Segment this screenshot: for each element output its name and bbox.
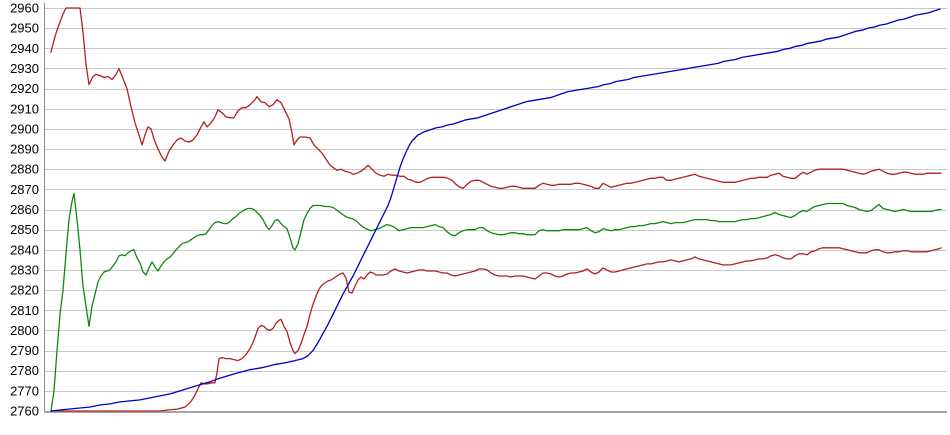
y-tick-label: 2890: [10, 142, 39, 157]
y-tick-label: 2880: [10, 162, 39, 177]
y-tick-label: 2950: [10, 21, 39, 36]
y-tick-label: 2820: [10, 283, 39, 298]
y-tick-label: 2920: [10, 81, 39, 96]
y-tick-label: 2760: [10, 404, 39, 419]
series-blue: [50, 8, 941, 412]
y-tick-label: 2800: [10, 323, 39, 338]
y-tick-label: 2960: [10, 1, 39, 16]
y-tick-label: 2940: [10, 41, 39, 56]
series-green: [50, 192, 942, 412]
y-tick-label: 2860: [10, 202, 39, 217]
series-red-upper: [50, 7, 942, 189]
y-tick-label: 2900: [10, 121, 39, 136]
y-tick-label: 2830: [10, 262, 39, 277]
y-tick-label: 2840: [10, 242, 39, 257]
y-tick-label: 2850: [10, 222, 39, 237]
series-red-lower: [50, 247, 942, 412]
y-tick-label: 2930: [10, 61, 39, 76]
y-tick-label: 2810: [10, 303, 39, 318]
y-tick-label: 2790: [10, 343, 39, 358]
y-tick-label: 2910: [10, 101, 39, 116]
y-tick-label: 2870: [10, 182, 39, 197]
y-tick-label: 2780: [10, 363, 39, 378]
y-tick-label: 2770: [10, 383, 39, 398]
